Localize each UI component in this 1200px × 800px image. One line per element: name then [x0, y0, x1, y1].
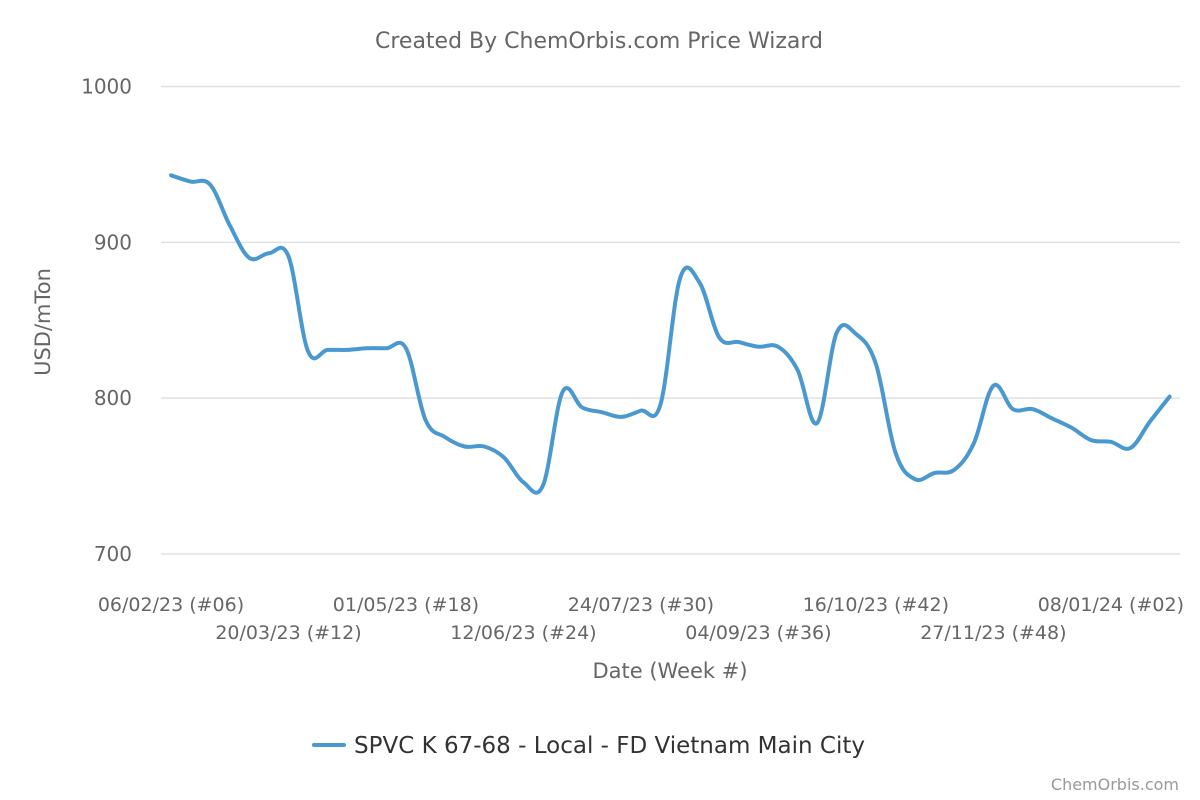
- x-tick-label: 27/11/23 (#48): [920, 622, 1066, 644]
- x-tick-label: 16/10/23 (#42): [803, 594, 949, 616]
- y-axis-title: USD/mTon: [31, 268, 55, 376]
- series-line[interactable]: [169, 173, 1172, 495]
- y-gridlines: [161, 85, 1180, 555]
- x-tick-label: 08/01/24 (#02): [1038, 594, 1184, 616]
- y-axis-ticks: 700 800 900 1000: [81, 75, 132, 567]
- x-axis-title: Date (Week #): [592, 659, 747, 683]
- y-tick-label: 1000: [81, 75, 132, 99]
- legend-label[interactable]: SPVC K 67-68 - Local - FD Vietnam Main C…: [354, 733, 865, 759]
- y-tick-label: 700: [94, 542, 132, 566]
- credit-link[interactable]: ChemOrbis.com: [1051, 775, 1179, 794]
- x-tick-label: 24/07/23 (#30): [568, 594, 714, 616]
- x-tick-label: 06/02/23 (#06): [98, 594, 244, 616]
- x-tick-label: 04/09/23 (#36): [685, 622, 831, 644]
- y-tick-label: 900: [94, 230, 132, 254]
- x-axis-ticks: 06/02/23 (#06) 20/03/23 (#12) 01/05/23 (#1…: [98, 594, 1184, 644]
- chart-title: Created By ChemOrbis.com Price Wizard: [375, 29, 823, 54]
- y-tick-label: 800: [94, 386, 132, 410]
- x-tick-label: 12/06/23 (#24): [450, 622, 596, 644]
- legend[interactable]: SPVC K 67-68 - Local - FD Vietnam Main C…: [312, 733, 865, 759]
- x-tick-label: 01/05/23 (#18): [333, 594, 479, 616]
- x-tick-label: 20/03/23 (#12): [215, 622, 361, 644]
